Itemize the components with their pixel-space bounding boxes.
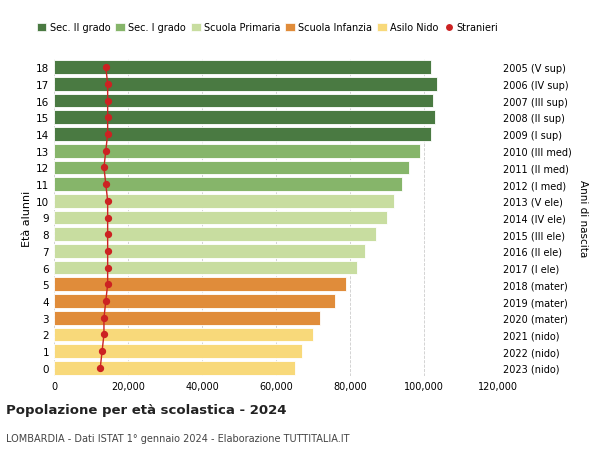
Bar: [54, 195, 394, 208]
Point: [103, 231, 112, 238]
Bar: [54, 228, 376, 241]
Y-axis label: Anni di nascita: Anni di nascita: [578, 179, 588, 257]
Point: [103, 98, 112, 105]
Text: LOMBARDIA - Dati ISTAT 1° gennaio 2024 - Elaborazione TUTTITALIA.IT: LOMBARDIA - Dati ISTAT 1° gennaio 2024 -…: [6, 433, 349, 442]
Bar: [54, 161, 409, 175]
Point: [101, 148, 110, 155]
Point: [103, 281, 112, 288]
Point: [101, 298, 110, 305]
Point: [99, 164, 109, 172]
Bar: [54, 278, 346, 291]
Point: [95, 364, 105, 372]
Bar: [54, 211, 387, 225]
Bar: [54, 328, 313, 341]
Bar: [54, 345, 302, 358]
Bar: [54, 311, 320, 325]
Point: [103, 214, 112, 222]
Bar: [54, 78, 437, 91]
Bar: [54, 261, 358, 275]
Point: [97, 348, 107, 355]
Point: [103, 198, 112, 205]
Point: [103, 114, 112, 122]
Bar: [54, 245, 365, 258]
Bar: [54, 61, 431, 75]
Bar: [54, 295, 335, 308]
Point: [103, 81, 112, 88]
Point: [103, 248, 112, 255]
Text: Popolazione per età scolastica - 2024: Popolazione per età scolastica - 2024: [6, 403, 287, 416]
Bar: [54, 178, 402, 191]
Point: [103, 131, 112, 138]
Bar: [54, 111, 435, 125]
Bar: [54, 128, 431, 141]
Point: [101, 181, 110, 188]
Legend: Sec. II grado, Sec. I grado, Scuola Primaria, Scuola Infanzia, Asilo Nido, Stran: Sec. II grado, Sec. I grado, Scuola Prim…: [37, 23, 499, 34]
Bar: [54, 145, 420, 158]
Bar: [54, 95, 433, 108]
Point: [103, 264, 112, 272]
Y-axis label: Età alunni: Età alunni: [22, 190, 32, 246]
Point: [99, 331, 109, 338]
Bar: [54, 361, 295, 375]
Point: [101, 64, 110, 72]
Point: [99, 314, 109, 322]
